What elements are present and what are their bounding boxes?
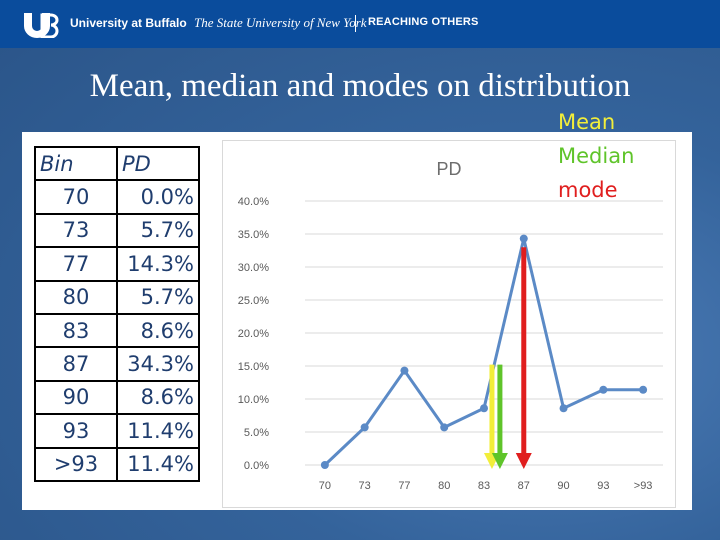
table-cell-pd: 8.6%	[116, 312, 200, 349]
table-row: >93 11.4%	[34, 446, 200, 482]
y-tick-label: 0.0%	[244, 460, 269, 472]
series-line-pd	[323, 237, 644, 467]
suny-name: The State University of New York	[194, 15, 367, 30]
table-cell-pd: 11.4%	[116, 446, 200, 482]
table-cell-pd: 5.7%	[116, 279, 200, 315]
tagline: REACHING OTHERS	[368, 16, 479, 28]
table-header-bin: Bin	[34, 145, 118, 182]
marker-arrowhead-median	[491, 453, 508, 469]
content-panel: Bin PD 70 0.0% 73 5.7% 77 14.3% 80 5.7% 83 8.6% 87…	[22, 132, 692, 510]
data-point	[400, 366, 409, 375]
chart-title: PD	[436, 159, 461, 179]
y-tick-label: 25.0%	[238, 295, 269, 307]
table-cell-bin: 73	[34, 212, 118, 249]
header-bar: University at Buffalo The State Universi…	[0, 0, 720, 48]
y-tick-label: 15.0%	[238, 361, 269, 373]
x-tick-label: >93	[634, 480, 653, 492]
table-cell-pd: 8.6%	[116, 379, 200, 416]
table-row: 93 11.4%	[34, 413, 200, 449]
table-row: 77 14.3%	[34, 246, 200, 282]
y-tick-label: 10.0%	[238, 394, 269, 406]
x-tick-label: 90	[557, 480, 569, 492]
table-cell-pd: 11.4%	[116, 413, 200, 449]
table-row: 73 5.7%	[34, 212, 200, 249]
legend-item-mean: Mean	[558, 110, 616, 134]
ub-logo-icon	[24, 13, 59, 38]
table-cell-bin: 90	[34, 379, 118, 416]
y-tick-label: 5.0%	[244, 427, 269, 439]
data-point	[519, 234, 528, 243]
header-divider	[355, 15, 356, 32]
y-tick-label: 40.0%	[238, 196, 269, 208]
x-tick-label: 87	[518, 480, 530, 492]
table-cell-bin: 83	[34, 312, 118, 349]
table-header-row: Bin PD	[34, 145, 200, 182]
data-point	[599, 385, 608, 394]
table-cell-pd: 5.7%	[116, 212, 200, 249]
x-tick-label: 70	[319, 480, 331, 492]
marker-arrowhead-mode	[515, 453, 532, 469]
x-tick-label: 93	[597, 480, 609, 492]
table-row: 83 8.6%	[34, 312, 200, 349]
y-tick-label: 30.0%	[238, 262, 269, 274]
x-tick-label: 80	[438, 480, 450, 492]
x-tick-label: 83	[478, 480, 490, 492]
pd-table: Bin PD 70 0.0% 73 5.7% 77 14.3% 80 5.7% 83 8.6% 87…	[34, 145, 200, 482]
data-point	[320, 461, 329, 469]
chart-container: PD 0.0% 5.0% 10.0% 15.0% 20.0% 25.0% 30.0% 35.0%…	[222, 140, 676, 508]
data-point	[480, 404, 488, 413]
data-point	[639, 385, 648, 394]
table-cell-bin: 77	[34, 246, 118, 282]
table-cell-bin: >93	[34, 446, 118, 482]
pd-line-chart: PD 0.0% 5.0% 10.0% 15.0% 20.0% 25.0% 30.0% 35.0%…	[238, 159, 663, 492]
legend-item-median: Median	[558, 144, 635, 168]
table-cell-bin: 80	[34, 279, 118, 315]
table-cell-bin: 70	[34, 179, 118, 215]
data-point	[559, 404, 568, 413]
data-point	[360, 423, 369, 432]
data-point	[440, 423, 449, 432]
table-row: 87 34.3%	[34, 346, 200, 382]
legend-item-mode: mode	[558, 178, 618, 202]
y-tick-label: 20.0%	[238, 328, 269, 340]
table-body: 70 0.0% 73 5.7% 77 14.3% 80 5.7% 83 8.6% 87 34.3% 90…	[34, 179, 200, 482]
table-header-pd: PD	[116, 145, 200, 182]
header-university-text: University at Buffalo The State Universi…	[70, 15, 367, 31]
university-name: University at Buffalo	[70, 16, 187, 30]
table-cell-pd: 34.3%	[116, 346, 200, 382]
table-row: 80 5.7%	[34, 279, 200, 315]
y-tick-label: 35.0%	[238, 229, 269, 241]
table-cell-pd: 14.3%	[116, 246, 200, 282]
x-tick-label: 73	[359, 480, 371, 492]
x-tick-label: 77	[398, 480, 410, 492]
table-row: 90 8.6%	[34, 379, 200, 416]
slide-title: Mean, median and modes on distribution	[89, 68, 631, 104]
table-cell-bin: 93	[34, 413, 118, 449]
table-row: 70 0.0%	[34, 179, 200, 215]
table-cell-pd: 0.0%	[116, 179, 200, 215]
table-cell-bin: 87	[34, 346, 118, 382]
